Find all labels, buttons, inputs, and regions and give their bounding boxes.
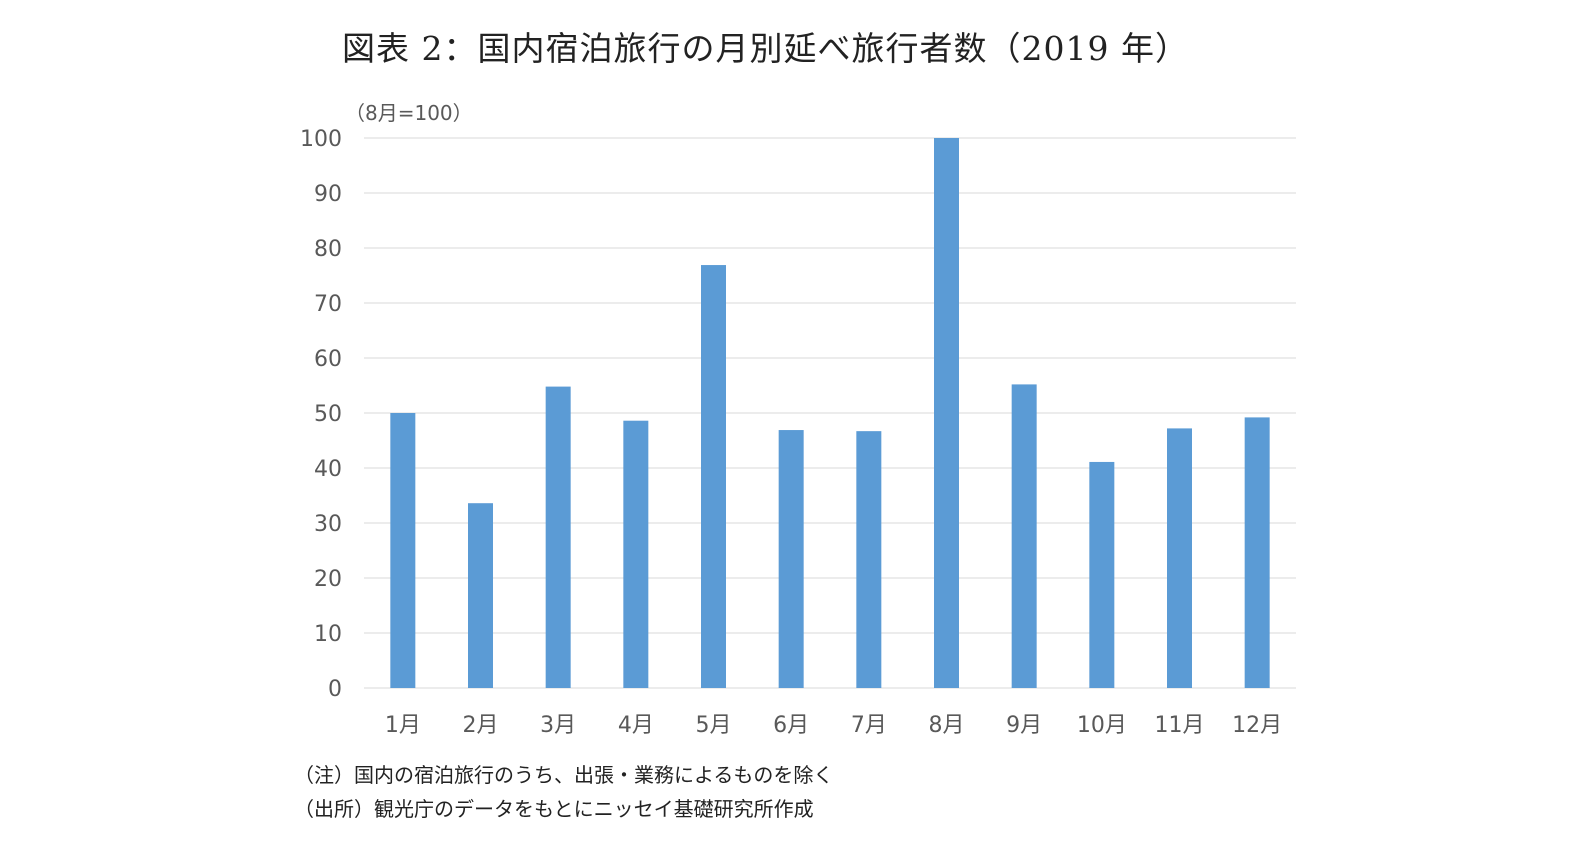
x-axis-ticks: 1月 2月 3月 4月 5月 6月 7月 8月 9月 10月 11月 12月 xyxy=(385,713,1282,738)
x-tick-label: 10月 xyxy=(1077,713,1127,738)
footnotes: （注）国内の宿泊旅行のうち、出張・業務によるものを除く （出所）観光庁のデータを… xyxy=(294,758,833,826)
y-tick-label: 60 xyxy=(314,347,342,372)
y-tick-label: 30 xyxy=(314,512,342,537)
note-line: （注）国内の宿泊旅行のうち、出張・業務によるものを除く xyxy=(294,763,834,787)
bar xyxy=(1167,428,1192,688)
y-tick-label: 0 xyxy=(328,677,342,702)
bar xyxy=(390,413,416,688)
bar xyxy=(545,386,571,688)
x-tick-label: 5月 xyxy=(696,713,732,738)
y-tick-label: 80 xyxy=(314,237,342,262)
y-tick-label: 70 xyxy=(314,292,342,317)
bar xyxy=(1244,417,1270,688)
source-line: （出所）観光庁のデータをもとにニッセイ基礎研究所作成 xyxy=(294,797,814,821)
chart-title: 図表 2：国内宿泊旅行の月別延べ旅行者数（2019 年） xyxy=(342,29,1189,68)
x-tick-label: 7月 xyxy=(851,713,887,738)
y-tick-label: 40 xyxy=(314,457,342,482)
x-tick-label: 12月 xyxy=(1232,713,1282,738)
bar xyxy=(1089,461,1115,688)
bar xyxy=(934,138,959,688)
x-tick-label: 4月 xyxy=(618,713,654,738)
bar xyxy=(468,503,493,688)
bar xyxy=(1011,384,1037,688)
x-tick-label: 11月 xyxy=(1155,713,1205,738)
bar xyxy=(856,431,882,688)
y-tick-label: 10 xyxy=(314,622,342,647)
x-tick-label: 9月 xyxy=(1006,713,1042,738)
bar xyxy=(701,265,726,688)
y-tick-label: 100 xyxy=(300,127,342,152)
y-tick-label: 20 xyxy=(314,567,342,592)
x-tick-label: 6月 xyxy=(773,713,809,738)
x-tick-label: 3月 xyxy=(540,713,576,738)
x-tick-label: 2月 xyxy=(463,713,499,738)
grid-lines xyxy=(364,137,1296,689)
x-tick-label: 1月 xyxy=(385,713,421,738)
y-axis-ticks: 0 10 20 30 40 50 60 70 80 90 100 xyxy=(300,127,342,702)
bar xyxy=(778,430,804,688)
y-tick-label: 90 xyxy=(314,182,342,207)
bar xyxy=(623,420,649,688)
bars xyxy=(390,138,1270,688)
x-tick-label: 8月 xyxy=(929,713,965,738)
y-tick-label: 50 xyxy=(314,402,342,427)
y-axis-unit-label: （8月=100） xyxy=(345,101,473,125)
